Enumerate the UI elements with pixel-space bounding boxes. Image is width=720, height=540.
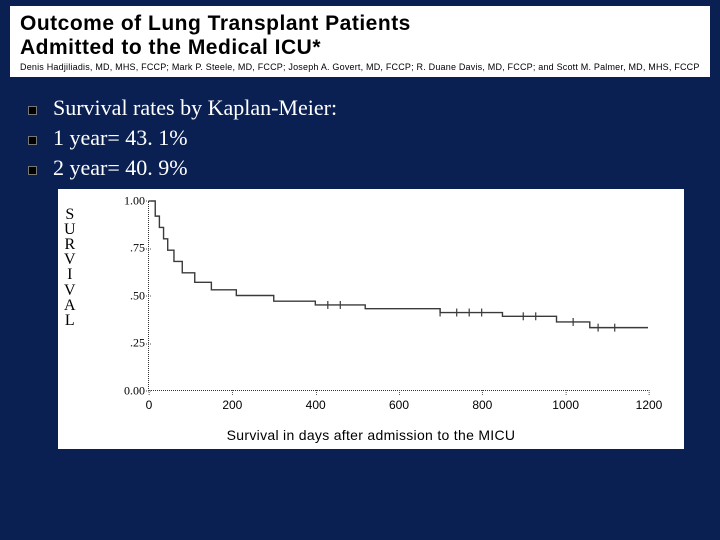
km-step-line — [149, 201, 648, 328]
x-tick: 400 — [306, 398, 326, 412]
bullet-text: 1 year= 43. 1% — [53, 125, 188, 151]
bullet-square-icon — [28, 136, 37, 145]
header-title-line1: Outcome of Lung Transplant Patients — [20, 12, 411, 35]
y-tick: 1.00 — [101, 193, 145, 208]
bullet-text: Survival rates by Kaplan-Meier: — [53, 95, 337, 121]
bullets-list: Survival rates by Kaplan-Meier: 1 year= 4… — [28, 95, 710, 181]
header-title: Outcome of Lung Transplant Patients Admi… — [20, 12, 700, 60]
x-tick: 1000 — [552, 398, 579, 412]
y-tick: .25 — [101, 336, 145, 351]
x-tick: 200 — [222, 398, 242, 412]
bullet-square-icon — [28, 166, 37, 175]
header-box: Outcome of Lung Transplant Patients Admi… — [10, 6, 710, 77]
x-tick: 0 — [146, 398, 153, 412]
header-title-line2: Admitted to the Medical ICU* — [20, 36, 321, 59]
bullet-item: Survival rates by Kaplan-Meier: — [28, 95, 710, 121]
header-authors: Denis Hadjiliadis, MD, MHS, FCCP; Mark P… — [20, 62, 700, 72]
bullet-item: 1 year= 43. 1% — [28, 125, 710, 151]
y-tick: .50 — [101, 288, 145, 303]
x-tick: 800 — [472, 398, 492, 412]
x-tick: 1200 — [636, 398, 663, 412]
y-tick: .75 — [101, 241, 145, 256]
km-censor-marks — [328, 301, 615, 332]
y-tick: 0.00 — [101, 383, 145, 398]
bullet-item: 2 year= 40. 9% — [28, 155, 710, 181]
km-chart: SURVIVAL 1.00.75.50.250.0002004006008001… — [58, 189, 684, 449]
bullet-text: 2 year= 40. 9% — [53, 155, 188, 181]
y-axis-label: SURVIVAL — [64, 207, 77, 329]
plot-area: 1.00.75.50.250.00020040060080010001200 — [148, 201, 648, 391]
bullet-square-icon — [28, 106, 37, 115]
x-tick: 600 — [389, 398, 409, 412]
km-curve-svg — [149, 201, 648, 390]
x-axis-label: Survival in days after admission to the … — [58, 427, 684, 443]
